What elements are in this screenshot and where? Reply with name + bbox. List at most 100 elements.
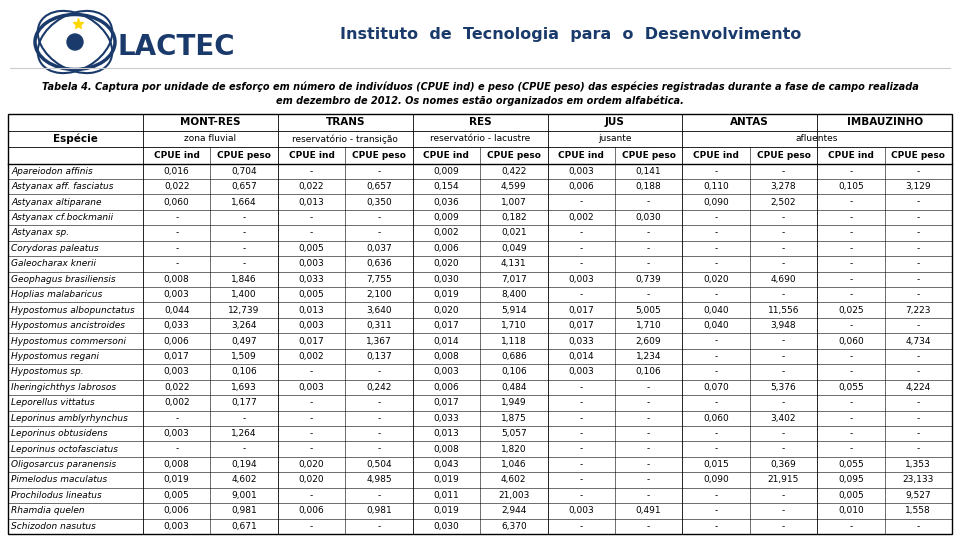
Text: 0,017: 0,017 [568, 321, 594, 330]
Text: 0,022: 0,022 [164, 182, 189, 191]
Text: -: - [781, 444, 785, 454]
Text: 0,005: 0,005 [299, 244, 324, 253]
Text: 3,402: 3,402 [771, 414, 796, 423]
Text: -: - [850, 290, 852, 299]
Text: 0,008: 0,008 [164, 460, 189, 469]
Text: 2,502: 2,502 [771, 197, 796, 207]
Text: -: - [917, 244, 920, 253]
Text: -: - [377, 491, 380, 500]
Text: 0,060: 0,060 [838, 337, 864, 345]
Text: 0,003: 0,003 [568, 506, 594, 515]
Text: -: - [647, 460, 650, 469]
Text: -: - [175, 244, 179, 253]
Text: -: - [781, 506, 785, 515]
Text: -: - [243, 229, 246, 237]
Text: CPUE peso: CPUE peso [622, 151, 676, 160]
Text: -: - [714, 244, 718, 253]
Text: -: - [781, 229, 785, 237]
Text: 0,671: 0,671 [231, 522, 257, 531]
Text: jusante: jusante [598, 134, 632, 143]
Text: Apareiodon affinis: Apareiodon affinis [11, 167, 93, 176]
Text: 1,820: 1,820 [501, 444, 527, 454]
Text: -: - [714, 229, 718, 237]
Text: -: - [175, 414, 179, 423]
Text: -: - [714, 429, 718, 438]
Text: 0,154: 0,154 [434, 182, 459, 191]
Text: reservatório - transição: reservatório - transição [292, 134, 398, 144]
Text: Hypostomus ancistroides: Hypostomus ancistroides [11, 321, 125, 330]
Text: 0,504: 0,504 [366, 460, 392, 469]
Text: 0,003: 0,003 [434, 367, 459, 377]
Text: 1,264: 1,264 [231, 429, 257, 438]
Text: 7,223: 7,223 [905, 306, 931, 315]
Text: Galeocharax knerii: Galeocharax knerii [11, 259, 96, 268]
Text: 0,033: 0,033 [568, 337, 594, 345]
Text: -: - [781, 491, 785, 500]
Text: 0,013: 0,013 [299, 197, 324, 207]
Text: -: - [850, 444, 852, 454]
Text: -: - [781, 352, 785, 361]
Text: 9,001: 9,001 [231, 491, 257, 500]
Text: 0,033: 0,033 [299, 275, 324, 284]
Text: 0,003: 0,003 [568, 167, 594, 176]
Text: -: - [781, 367, 785, 377]
Text: 4,985: 4,985 [366, 476, 392, 484]
Text: 0,188: 0,188 [636, 182, 661, 191]
Text: 0,040: 0,040 [704, 321, 729, 330]
Text: CPUE peso: CPUE peso [756, 151, 810, 160]
Text: 0,981: 0,981 [366, 506, 392, 515]
Text: -: - [647, 197, 650, 207]
Text: -: - [850, 197, 852, 207]
Text: 0,010: 0,010 [838, 506, 864, 515]
Text: 1,875: 1,875 [501, 414, 527, 423]
Text: -: - [850, 167, 852, 176]
Text: 0,006: 0,006 [299, 506, 324, 515]
Text: 4,734: 4,734 [905, 337, 931, 345]
Text: -: - [781, 290, 785, 299]
Text: -: - [850, 321, 852, 330]
Text: -: - [781, 213, 785, 222]
Text: 0,003: 0,003 [164, 522, 189, 531]
Text: 11,556: 11,556 [768, 306, 800, 315]
Text: -: - [647, 429, 650, 438]
Text: -: - [647, 491, 650, 500]
Text: 0,008: 0,008 [434, 352, 459, 361]
Text: -: - [647, 476, 650, 484]
Text: 0,017: 0,017 [434, 398, 459, 407]
Text: Hypostomus albopunctatus: Hypostomus albopunctatus [11, 306, 134, 315]
Text: RES: RES [468, 117, 492, 128]
Text: 0,033: 0,033 [164, 321, 189, 330]
Text: -: - [310, 429, 313, 438]
Text: 3,948: 3,948 [771, 321, 796, 330]
Text: 6,370: 6,370 [501, 522, 527, 531]
Text: afluentes: afluentes [796, 134, 838, 143]
Text: 2,944: 2,944 [501, 506, 526, 515]
Text: 0,020: 0,020 [434, 306, 459, 315]
Text: 1,664: 1,664 [231, 197, 257, 207]
Text: -: - [714, 491, 718, 500]
Text: -: - [310, 229, 313, 237]
Text: 0,017: 0,017 [299, 337, 324, 345]
Text: 5,005: 5,005 [636, 306, 661, 315]
Text: 1,949: 1,949 [501, 398, 527, 407]
Text: Geophagus brasiliensis: Geophagus brasiliensis [11, 275, 115, 284]
Text: 21,003: 21,003 [498, 491, 530, 500]
Text: 1,693: 1,693 [231, 383, 257, 392]
Text: -: - [243, 213, 246, 222]
Text: 0,049: 0,049 [501, 244, 527, 253]
Text: 4,602: 4,602 [501, 476, 526, 484]
Text: -: - [917, 444, 920, 454]
Text: -: - [310, 414, 313, 423]
Text: CPUE peso: CPUE peso [217, 151, 271, 160]
Text: 8,400: 8,400 [501, 290, 527, 299]
Text: -: - [850, 244, 852, 253]
Text: em dezembro de 2012. Os nomes estão organizados em ordem alfabética.: em dezembro de 2012. Os nomes estão orga… [276, 95, 684, 105]
Bar [8, 114, 952, 534]
Text: -: - [917, 398, 920, 407]
Text: 0,422: 0,422 [501, 167, 526, 176]
Text: -: - [647, 229, 650, 237]
Text: -: - [647, 259, 650, 268]
Text: 0,011: 0,011 [434, 491, 459, 500]
Text: 0,106: 0,106 [231, 367, 257, 377]
Text: -: - [647, 290, 650, 299]
